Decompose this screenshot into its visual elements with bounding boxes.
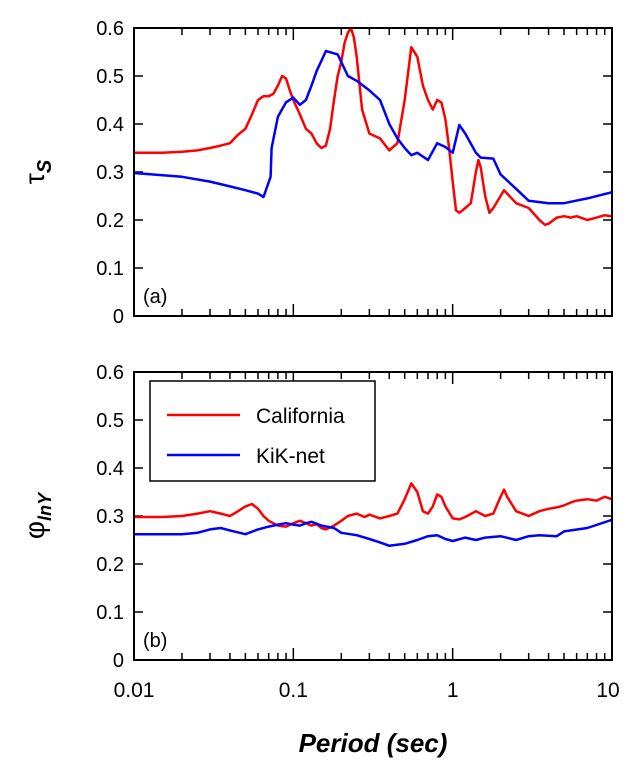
ticks-a: 0 0.1 0.2 0.3 0.4 0.5 0.6 (96, 18, 613, 328)
x-axis-label: Period (sec) (299, 728, 448, 758)
y-tick-label: 0 (113, 306, 124, 328)
legend-box (149, 380, 376, 482)
y-tick-label: 0.4 (96, 114, 124, 136)
series-a (134, 28, 612, 227)
y-axis-label-a: τS (19, 159, 56, 184)
y-tick-label: 0.1 (96, 258, 124, 280)
panel-label-a: (a) (143, 286, 167, 308)
y-tick-label: 0.3 (96, 506, 124, 528)
y-tick-label: 0.3 (96, 162, 124, 184)
x-tick-labels: 0.01 0.1 1 10 (114, 679, 620, 702)
series-line-kik-net (134, 49, 612, 205)
y-tick-label: 0.5 (96, 410, 124, 432)
series-line-california (134, 482, 612, 531)
panel-label-b: (b) (143, 630, 167, 652)
series-line-kik-net (134, 518, 612, 548)
panel-b: 0 0.1 0.2 0.3 0.4 0.5 0.6 (b) φlnY California … (19, 362, 620, 758)
plot-frame-b (133, 371, 613, 661)
y-tick-label: 0.2 (96, 554, 124, 576)
y-tick-label: 0.6 (96, 18, 124, 40)
x-tick-label: 0.1 (279, 679, 308, 702)
y-tick-label: 0.6 (96, 362, 124, 384)
x-tick-label: 1 (447, 679, 459, 702)
y-tick-label: 0.2 (96, 210, 124, 232)
ticks-b: 0 0.1 0.2 0.3 0.4 0.5 0.6 (96, 362, 613, 672)
legend: California KiK-net (149, 380, 376, 482)
x-tick-label: 0.01 (114, 679, 155, 702)
series-b (134, 482, 612, 548)
legend-label-california: California (256, 405, 345, 428)
legend-label-kiknet: KiK-net (256, 445, 325, 468)
panel-a: 0 0.1 0.2 0.3 0.4 0.5 0.6 (a) τS (19, 18, 613, 328)
y-tick-label: 0.4 (96, 458, 124, 480)
y-tick-label: 0 (113, 650, 124, 672)
y-axis-label-b-subscript: lnY (35, 491, 55, 521)
y-axis-label-b-symbol: φ (19, 521, 50, 539)
y-tick-label: 0.5 (96, 66, 124, 88)
x-tick-label: 10 (596, 679, 619, 702)
series-line-california (134, 28, 612, 227)
y-axis-label-a-symbol: τ (19, 173, 50, 184)
y-axis-label-b: φlnY (19, 491, 55, 539)
y-tick-label: 0.1 (96, 602, 124, 624)
plot-frame-a (133, 27, 613, 317)
y-axis-label-a-subscript: S (34, 159, 56, 173)
